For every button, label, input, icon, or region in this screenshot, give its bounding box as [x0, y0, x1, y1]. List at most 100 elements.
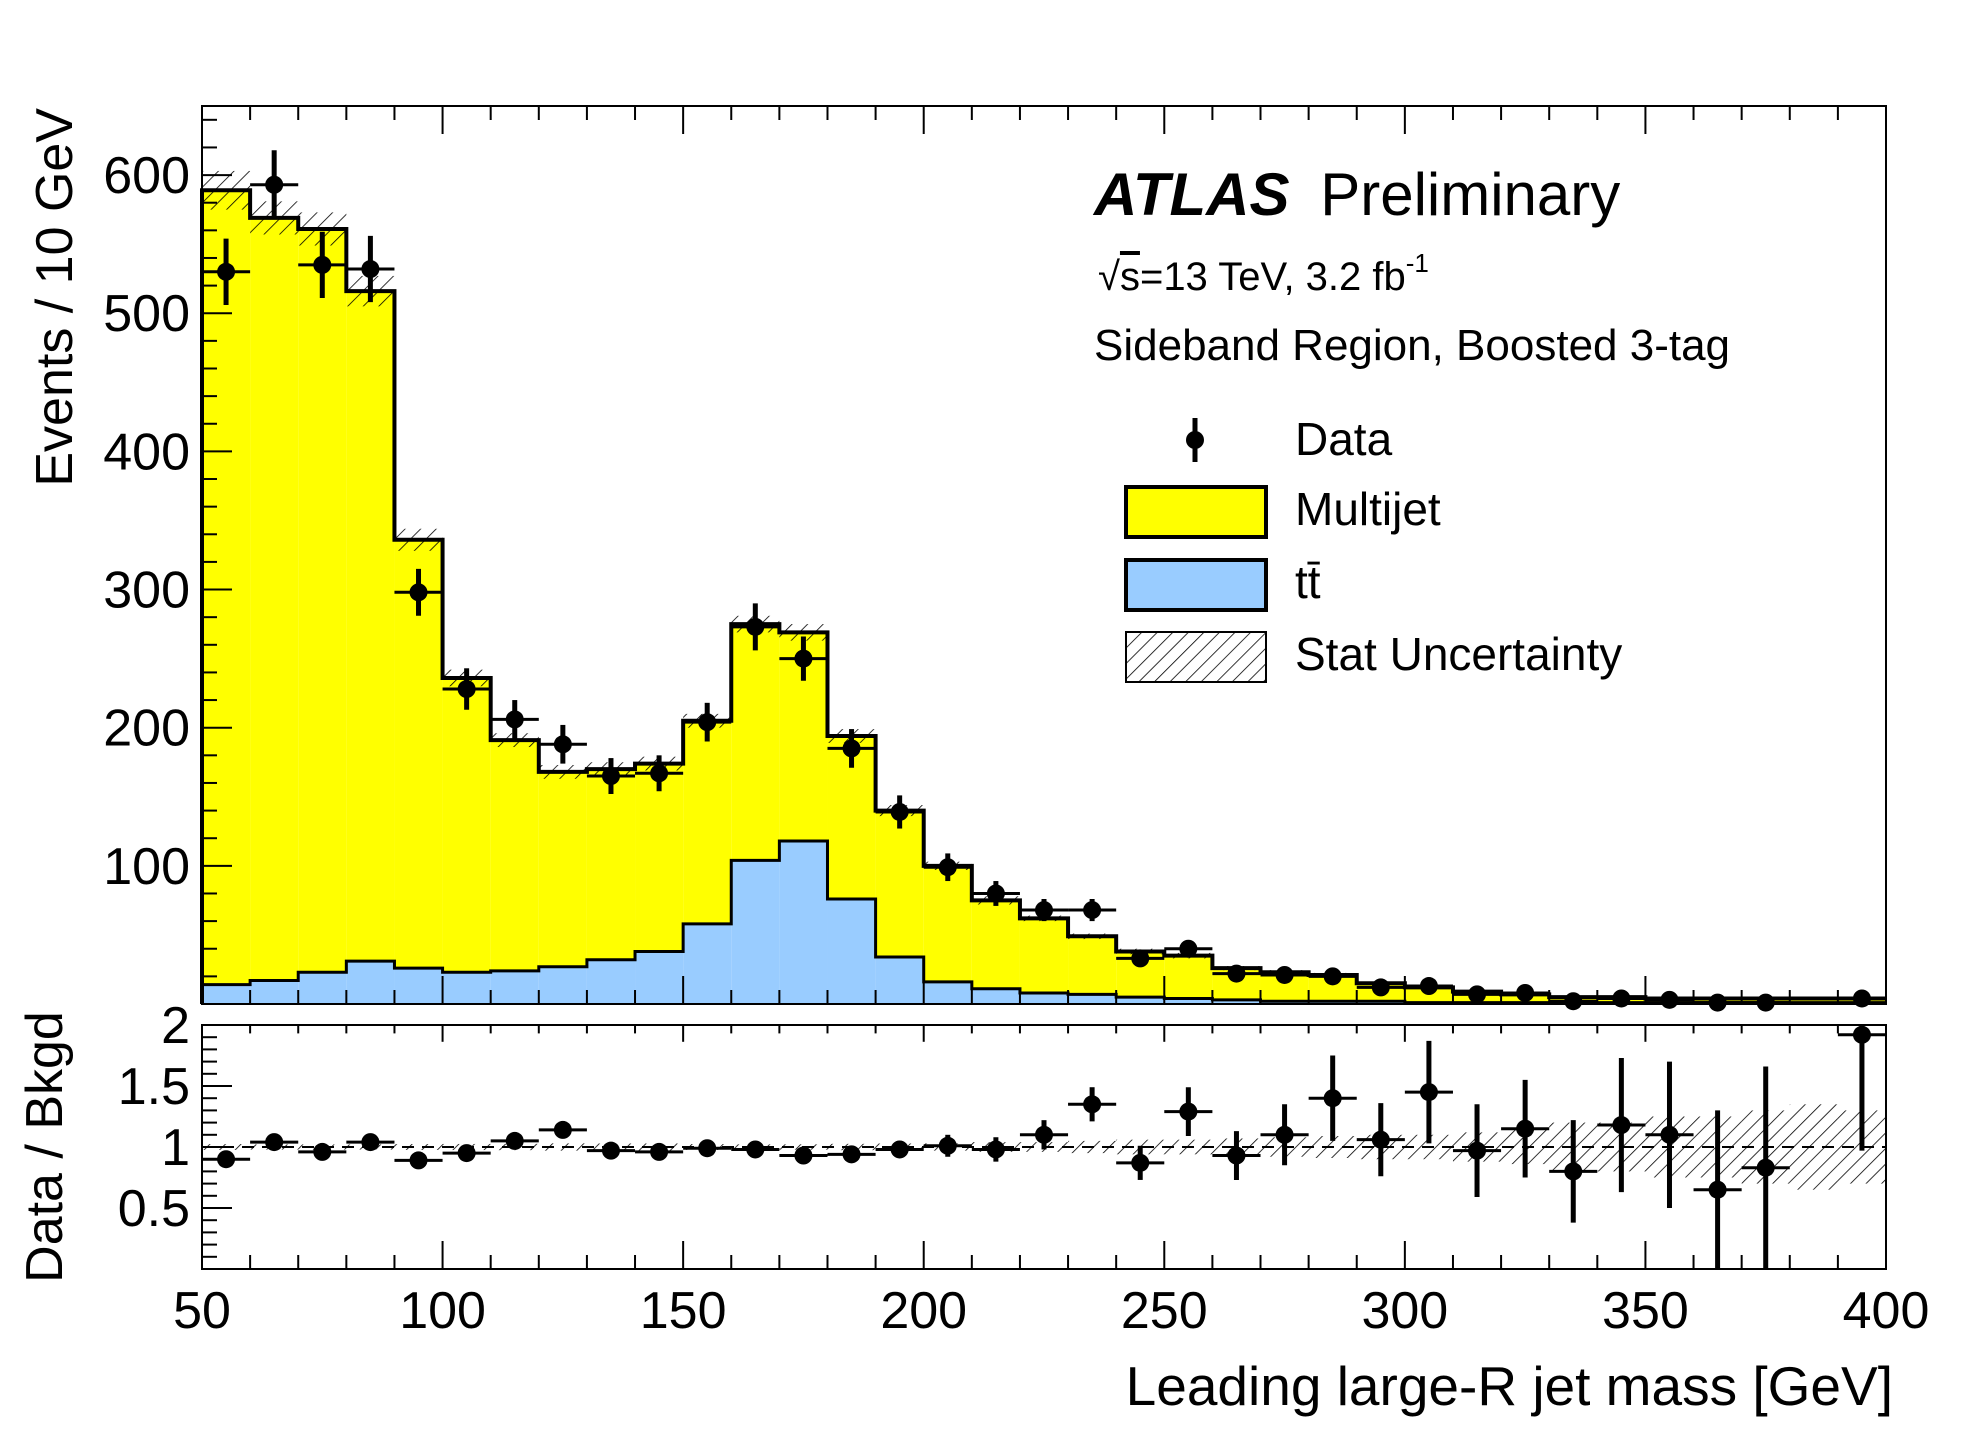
- ttbar-bar: [779, 840, 828, 1004]
- multijet-bar: [635, 763, 684, 952]
- ratio-point: [409, 1151, 428, 1170]
- ttbar-bar: [635, 951, 684, 1004]
- ratio-point: [1564, 1162, 1583, 1181]
- multijet-bar: [490, 740, 539, 971]
- multijet-bar: [1019, 918, 1069, 993]
- data-point: [842, 739, 861, 758]
- ratio-point: [1756, 1158, 1775, 1177]
- ratio-point: [553, 1120, 572, 1139]
- ttbar-bar: [202, 984, 251, 1004]
- ratio-point: [938, 1136, 957, 1155]
- x-tick-label: 200: [880, 1282, 967, 1340]
- x-tick-labels: 50 100 150 200 250 300 350 400: [173, 1282, 1929, 1340]
- ratio-y-axis-label: Data / Bkgd: [16, 1011, 74, 1283]
- multijet-bar: [923, 865, 972, 982]
- ratio-point: [1083, 1095, 1102, 1114]
- data-point: [650, 764, 669, 783]
- multijet-bar: [298, 228, 347, 973]
- ttbar-bar: [971, 988, 1020, 1004]
- main-y-axis-label: Events / 10 GeV: [26, 108, 84, 487]
- ratio-point: [265, 1133, 284, 1152]
- data-point: [1660, 990, 1679, 1009]
- ttbar-bar: [298, 972, 347, 1004]
- sqrt-s-text: s: [1120, 255, 1140, 299]
- multijet-bar: [731, 624, 780, 861]
- ratio-point: [1131, 1153, 1150, 1172]
- data-point: [1756, 993, 1775, 1012]
- ratio-point: [986, 1140, 1005, 1159]
- ttbar-bar: [683, 923, 732, 1004]
- legend-ttbar-label: tt̄: [1295, 556, 1321, 608]
- ratio-point: [1371, 1130, 1390, 1149]
- main-panel: 100 200 300 400 500 600 Events / 10 GeV: [26, 105, 1887, 1012]
- data-point: [1035, 901, 1053, 920]
- data-point: [890, 802, 909, 821]
- x-tick-label: 50: [173, 1282, 231, 1340]
- data-point: [1083, 901, 1102, 920]
- y-tick-label: 200: [103, 700, 190, 758]
- multijet-bar: [442, 677, 491, 973]
- lumi-exponent: -1: [1406, 248, 1429, 278]
- data-point: [1131, 949, 1150, 968]
- ratio-point: [1852, 1025, 1871, 1044]
- x-tick-label: 400: [1843, 1282, 1930, 1340]
- ratio-point: [601, 1141, 620, 1160]
- data-point: [601, 767, 620, 786]
- ratio-y-tick-labels: 0.511.52: [118, 997, 190, 1238]
- svg-text:ATLAS Preliminary: ATLAS Preliminary: [1092, 161, 1620, 228]
- ttbar-bar: [346, 961, 395, 1004]
- ratio-point: [650, 1142, 669, 1161]
- ttbar-bar: [827, 899, 876, 1004]
- multijet-bar: [250, 217, 299, 981]
- ratio-points: [202, 1025, 1886, 1269]
- data-point: [457, 680, 476, 699]
- ttbar-bar: [1019, 992, 1069, 1004]
- ttbar-bar: [394, 968, 443, 1004]
- ttbar-bar: [586, 959, 636, 1004]
- x-tick-label: 100: [399, 1282, 486, 1340]
- data-point: [409, 583, 428, 602]
- ratio-point: [313, 1142, 332, 1161]
- ratio-point: [698, 1139, 717, 1158]
- ratio-y-tick-label: 0.5: [118, 1180, 190, 1238]
- multijet-bar: [971, 900, 1020, 989]
- ratio-y-tick-label: 1.5: [118, 1058, 190, 1116]
- legend-multijet-swatch: [1124, 485, 1268, 539]
- ttbar-bar: [1164, 998, 1213, 1004]
- ratio-point: [1275, 1125, 1294, 1144]
- data-point: [1708, 993, 1727, 1012]
- data-point: [1371, 978, 1390, 997]
- ratio-point: [505, 1131, 524, 1150]
- data-point: [1468, 985, 1487, 1004]
- data-point: [1227, 964, 1246, 983]
- x-tick-label: 350: [1602, 1282, 1689, 1340]
- ttbar-bar: [442, 972, 491, 1004]
- ratio-panel: 0.511.52 50 100 150 200 250 300 350 400 Data / …: [16, 997, 1929, 1417]
- legend-multijet-label: Multijet: [1295, 483, 1441, 535]
- ratio-y-tick-label: 1: [161, 1119, 190, 1177]
- legend-uncertainty-swatch: [1125, 631, 1267, 683]
- ratio-point: [746, 1140, 765, 1159]
- ratio-point: [457, 1144, 476, 1163]
- multijet-bar: [1068, 936, 1117, 995]
- ratio-point: [1612, 1116, 1631, 1135]
- multijet-bar: [538, 771, 587, 967]
- data-point: [1564, 992, 1583, 1011]
- y-tick-label: 500: [103, 285, 190, 343]
- data-point: [553, 735, 572, 754]
- data-point: [1179, 939, 1198, 958]
- ratio-axis-ticks: [201, 1025, 1887, 1269]
- ratio-point: [890, 1140, 909, 1159]
- data-point: [986, 884, 1005, 903]
- main-plot-border: [201, 105, 1887, 1005]
- preliminary-text: Preliminary: [1320, 161, 1620, 228]
- data-point: [1323, 967, 1342, 986]
- y-tick-label: 300: [103, 562, 190, 620]
- ratio-point: [1179, 1102, 1198, 1121]
- ratio-point: [1708, 1180, 1727, 1199]
- ratio-point: [361, 1133, 380, 1152]
- data-point: [265, 175, 284, 194]
- ratio-point: [1227, 1146, 1246, 1165]
- ratio-point: [1516, 1119, 1535, 1138]
- multijet-bar: [1789, 998, 1838, 1003]
